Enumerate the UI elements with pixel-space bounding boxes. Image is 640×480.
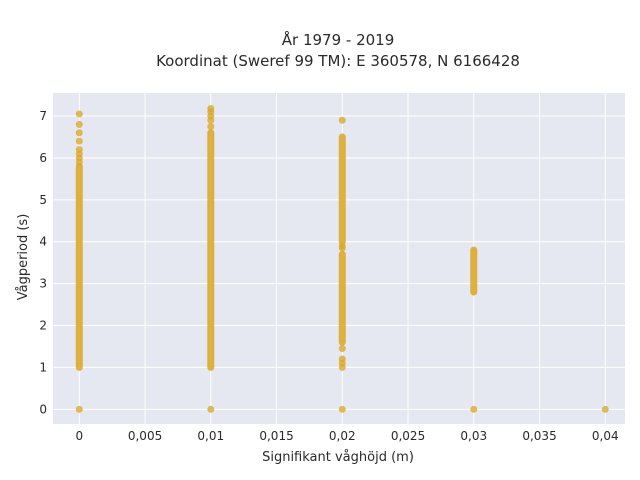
- data-point: [470, 405, 478, 413]
- data-point: [338, 355, 346, 363]
- x-tick-label: 0,02: [329, 429, 356, 443]
- y-tick-label: 7: [39, 109, 47, 123]
- y-tick-label: 3: [39, 277, 47, 291]
- x-axis-label: Signifikant våghöjd (m): [262, 450, 414, 465]
- data-point: [338, 345, 346, 353]
- y-tick-label: 2: [39, 319, 47, 333]
- y-axis-ticks: 0 1 2 3 4 5 6 7: [39, 109, 47, 416]
- x-tick-label: 0: [75, 429, 83, 443]
- data-point: [207, 123, 215, 131]
- y-tick-label: 1: [39, 360, 47, 374]
- y-axis-label: Vågperiod (s): [16, 214, 31, 301]
- data-point: [75, 120, 83, 128]
- data-point: [338, 405, 346, 413]
- x-tick-label: 0,01: [197, 429, 224, 443]
- data-point: [75, 110, 83, 118]
- x-tick-label: 0,025: [391, 429, 425, 443]
- y-tick-label: 4: [39, 235, 47, 249]
- data-points: [75, 105, 609, 413]
- data-point-cluster: [338, 250, 346, 346]
- chart-subtitle: Koordinat (Sweref 99 TM): E 360578, N 61…: [156, 52, 520, 70]
- x-axis-ticks: 0 0,005 0,01 0,015 0,02 0,025 0,03 0,035 0,04: [75, 429, 618, 443]
- chart-title: År 1979 - 2019: [282, 30, 395, 49]
- data-point: [338, 242, 346, 250]
- data-point-cluster: [75, 162, 83, 371]
- data-point: [207, 405, 215, 413]
- data-point: [601, 405, 609, 413]
- x-tick-label: 0,03: [460, 429, 487, 443]
- x-tick-label: 0,035: [522, 429, 556, 443]
- y-tick-label: 6: [39, 151, 47, 165]
- data-point-cluster: [470, 246, 478, 296]
- data-point: [75, 137, 83, 145]
- data-point-cluster: [207, 129, 215, 371]
- data-point: [75, 405, 83, 413]
- x-tick-label: 0,005: [128, 429, 162, 443]
- data-point: [338, 116, 346, 124]
- y-tick-label: 0: [39, 402, 47, 416]
- y-tick-label: 5: [39, 193, 47, 207]
- data-point-cluster: [338, 133, 346, 246]
- data-point: [75, 129, 83, 137]
- x-tick-label: 0,04: [592, 429, 619, 443]
- data-point: [75, 146, 83, 154]
- x-tick-label: 0,015: [259, 429, 293, 443]
- data-point: [207, 105, 215, 113]
